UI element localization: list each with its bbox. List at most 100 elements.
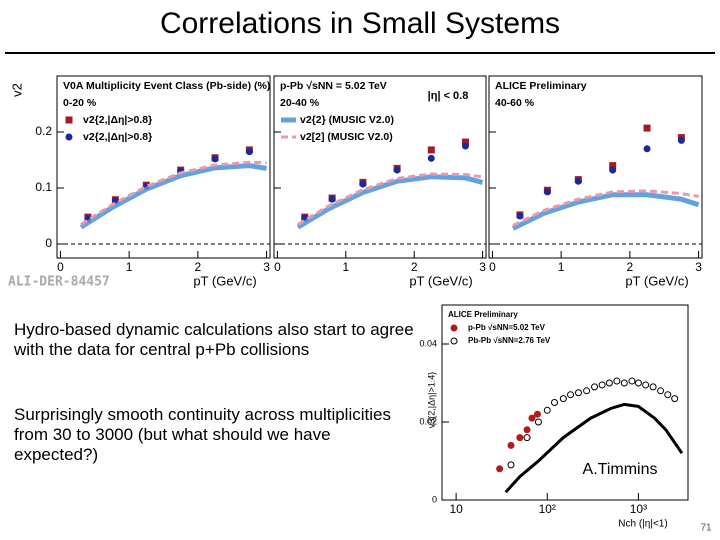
point xyxy=(613,377,621,385)
y-tick-label: 0.04 xyxy=(419,338,437,348)
legend-swatch xyxy=(65,116,73,124)
point xyxy=(609,166,617,174)
legend-swatch xyxy=(65,133,73,141)
point xyxy=(534,418,542,426)
annotation: ALICE Preliminary xyxy=(448,310,518,319)
point xyxy=(671,395,679,403)
point xyxy=(550,399,558,406)
point xyxy=(516,434,524,442)
point xyxy=(461,142,469,150)
x-tick-label: 2 xyxy=(195,260,202,274)
point xyxy=(427,154,435,162)
point xyxy=(598,381,606,389)
point xyxy=(523,434,531,442)
point xyxy=(245,148,253,156)
point xyxy=(559,395,567,403)
point xyxy=(359,180,367,188)
model-curve xyxy=(504,402,684,494)
x-tick-label: 0 xyxy=(274,260,281,274)
legend-swatch xyxy=(450,324,458,332)
point xyxy=(461,138,469,146)
point xyxy=(657,387,665,395)
point xyxy=(628,377,636,385)
point xyxy=(609,162,617,170)
legend-label: Pb-Pb √sNN=2.76 TeV xyxy=(468,336,551,345)
annotation: V0A Multiplicity Event Class (Pb-side) (… xyxy=(63,80,270,92)
point xyxy=(528,414,536,422)
plot-frame xyxy=(273,75,487,259)
point xyxy=(516,212,524,220)
annotation: ALICE Preliminary xyxy=(495,80,587,92)
point xyxy=(567,391,575,399)
point xyxy=(496,465,504,473)
plot-frame xyxy=(488,75,703,259)
model-curve xyxy=(512,189,699,227)
point xyxy=(543,406,551,414)
x-tick-label: 3 xyxy=(263,260,270,274)
y-tick-label: 0.2 xyxy=(35,124,52,138)
model-curve xyxy=(511,192,700,231)
point xyxy=(427,146,435,154)
x-axis-label: pT (GeV/c) xyxy=(409,273,472,288)
legend-label: v2[2] (MUSIC V2.0) xyxy=(300,131,393,143)
plot-frame xyxy=(441,304,689,501)
point xyxy=(543,188,551,196)
legend-label: v2{2,|Δη|>0.8} xyxy=(83,131,152,143)
x-axis-label: Nch (|η|<1) xyxy=(618,519,667,530)
page-number: 71 xyxy=(700,523,712,534)
point xyxy=(649,383,657,391)
point xyxy=(643,124,651,132)
x-tick-label: 1 xyxy=(342,260,349,274)
model-curve xyxy=(296,174,484,230)
point xyxy=(523,426,531,434)
point xyxy=(574,177,582,185)
x-tick-label: 0 xyxy=(57,260,64,274)
legend-label: p-Pb √sNN=5.02 TeV xyxy=(468,323,546,332)
model-curve xyxy=(79,163,267,230)
point xyxy=(393,166,401,174)
bullet: Hydro-based dynamic calculations also st… xyxy=(14,320,414,359)
point xyxy=(328,195,336,203)
note: |η| < 0.8 xyxy=(428,90,469,102)
x-tick-label: 0 xyxy=(489,260,496,274)
point xyxy=(620,379,628,387)
annotation: 20-40 % xyxy=(280,97,320,109)
x-tick-label: 10³ xyxy=(630,502,647,516)
point xyxy=(507,441,515,449)
model-curve xyxy=(297,172,483,226)
point xyxy=(605,379,613,387)
point xyxy=(634,379,642,387)
point xyxy=(642,381,650,389)
legend-label: v2{2} (MUSIC V2.0) xyxy=(300,114,394,126)
note: A.Timmins xyxy=(583,461,658,478)
x-tick-label: 10² xyxy=(539,502,556,516)
y-tick-label: 0 xyxy=(45,236,52,250)
x-tick-label: 2 xyxy=(627,260,634,274)
point xyxy=(507,461,515,469)
x-tick-label: 3 xyxy=(479,260,486,274)
point xyxy=(664,391,672,399)
y-tick-label: 0.1 xyxy=(35,180,52,194)
x-tick-label: 1 xyxy=(558,260,565,274)
legend-label: v2{2,|Δη|>0.8} xyxy=(83,114,152,126)
x-tick-label: 3 xyxy=(695,260,702,274)
point xyxy=(574,389,582,397)
y-tick-label: 0.02 xyxy=(419,416,437,426)
x-tick-label: 2 xyxy=(411,260,418,274)
x-tick-label: 10 xyxy=(449,502,463,516)
x-axis-label: pT (GeV/c) xyxy=(625,273,688,288)
point xyxy=(643,145,651,153)
annotation: 0-20 % xyxy=(63,97,97,109)
point xyxy=(583,387,591,395)
point xyxy=(211,155,219,163)
annotation: 40-60 % xyxy=(495,97,535,109)
legend-swatch xyxy=(450,337,458,345)
watermark: ALI-DER-84457 xyxy=(8,275,110,290)
point xyxy=(533,410,541,418)
point xyxy=(591,383,599,391)
point xyxy=(677,136,685,144)
model-curve xyxy=(80,160,267,226)
slide-title: Correlations in Small Systems xyxy=(160,7,560,40)
